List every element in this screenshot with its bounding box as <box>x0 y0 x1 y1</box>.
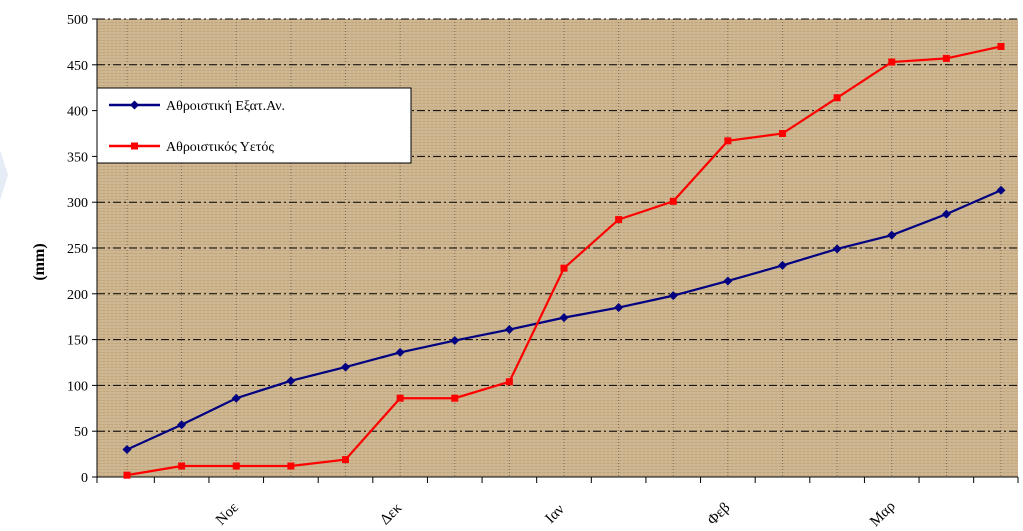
data-point <box>178 462 186 470</box>
data-point <box>122 445 132 455</box>
series-layer <box>122 42 1006 479</box>
y-tick-label: 50 <box>74 425 88 440</box>
data-point <box>669 197 677 205</box>
data-point <box>668 291 678 301</box>
data-point <box>888 58 896 66</box>
y-tick-label: 250 <box>67 242 88 257</box>
y-axis-label: (mm) <box>31 243 48 280</box>
x-tick-label: Μαρ <box>867 498 899 530</box>
legend-box <box>96 87 412 164</box>
legend-marker-1 <box>130 100 139 110</box>
data-point <box>997 42 1005 50</box>
data-point <box>286 376 296 386</box>
y-tick-label: 200 <box>67 288 88 303</box>
data-point <box>941 209 951 219</box>
data-point <box>450 336 460 346</box>
y-tick-label: 0 <box>81 471 88 486</box>
data-point <box>451 394 459 402</box>
x-tick-label: Ιαν <box>543 501 568 526</box>
data-point <box>177 420 187 430</box>
x-tick-label: Νοε <box>213 500 242 529</box>
y-tick-label: 100 <box>67 379 88 394</box>
legend: Αθροιστική Εξατ.Αν. Αθροιστικός Υετός <box>96 87 412 164</box>
y-tick-label: 350 <box>67 150 88 165</box>
data-point <box>560 264 568 272</box>
x-axis-ticks: Νοε Δεκ Ιαν Φεβ Μαρ <box>96 477 1019 530</box>
data-point <box>614 303 624 313</box>
y-axis-ticks: 0 50 100 150 200 250 300 350 400 450 500 <box>67 13 97 486</box>
y-tick-label: 300 <box>67 196 88 211</box>
data-point <box>724 137 732 145</box>
left-edge-decoration <box>0 150 8 200</box>
y-tick-label: 500 <box>67 13 88 28</box>
data-point <box>559 313 569 323</box>
data-point <box>396 394 404 402</box>
legend-marker-2 <box>131 142 138 150</box>
data-point <box>832 244 842 254</box>
data-point <box>232 462 240 470</box>
data-point <box>887 230 897 240</box>
data-point <box>231 393 241 403</box>
data-point <box>341 362 350 372</box>
data-point <box>615 216 623 224</box>
y-tick-label: 150 <box>67 334 88 349</box>
y-tick-label: 450 <box>67 59 88 74</box>
data-point <box>942 54 950 62</box>
data-point <box>723 276 733 286</box>
x-tick-label: Δεκ <box>377 500 405 528</box>
data-point <box>395 347 405 357</box>
data-point <box>287 462 295 470</box>
data-point <box>779 130 786 137</box>
x-tick-label: Φεβ <box>705 500 734 529</box>
data-point <box>504 325 514 335</box>
y-tick-label: 400 <box>67 105 88 120</box>
horizontal-gridlines <box>97 18 1018 432</box>
data-point <box>833 94 841 102</box>
legend-label-2: Αθροιστικός Υετός <box>166 140 274 155</box>
data-point <box>342 456 349 464</box>
legend-label-1: Αθροιστική Εξατ.Αν. <box>166 99 285 114</box>
data-point <box>996 185 1006 195</box>
data-point <box>778 260 787 270</box>
data-point <box>505 378 513 386</box>
data-point <box>123 471 131 479</box>
